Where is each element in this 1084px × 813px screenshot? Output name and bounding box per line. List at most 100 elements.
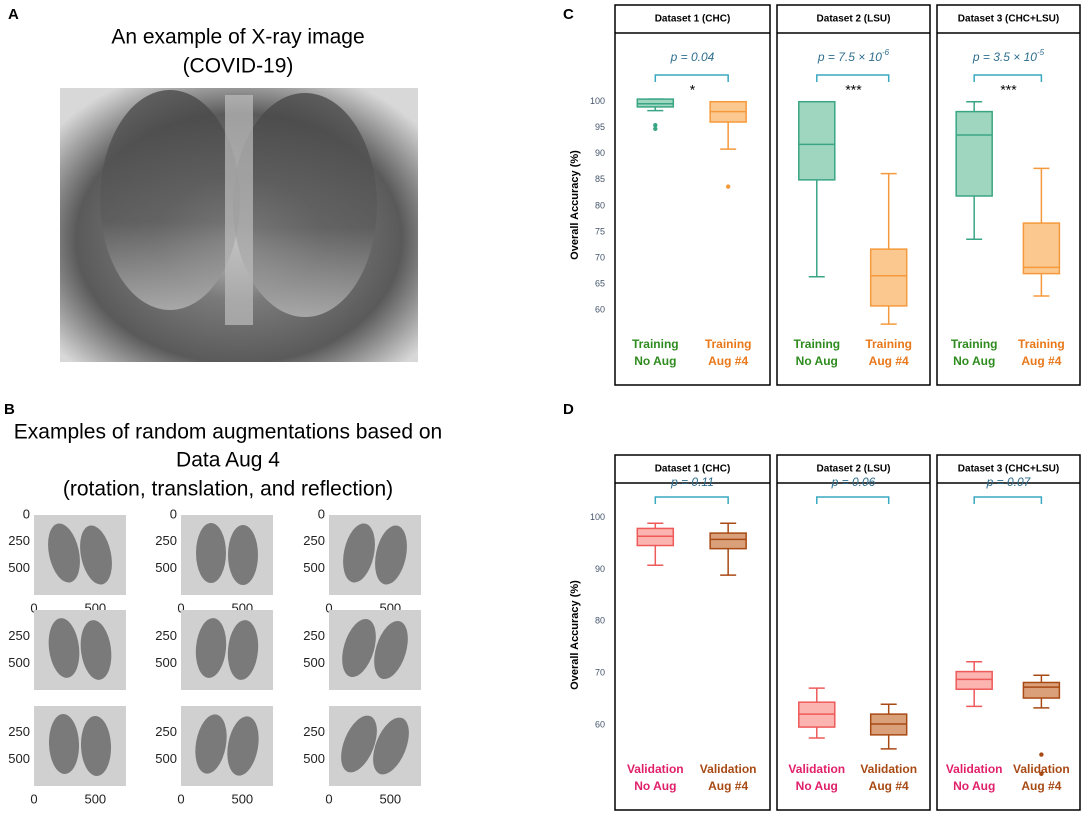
box bbox=[636, 527, 675, 547]
category-label: Validation bbox=[1013, 762, 1070, 776]
y-tick-label: 60 bbox=[595, 719, 605, 729]
y-tick-label: 90 bbox=[595, 148, 605, 158]
category-label: Training bbox=[632, 337, 679, 351]
thumb-x-tick: 500 bbox=[231, 791, 253, 806]
y-tick-label: 75 bbox=[595, 226, 605, 236]
p-value: p = 3.5 × 10-5 bbox=[972, 48, 1045, 64]
category-label: Aug #4 bbox=[1021, 354, 1061, 368]
p-value: p = 0.07 bbox=[986, 475, 1032, 489]
thumb-y-tick: 250 bbox=[303, 724, 325, 739]
p-value: p = 0.06 bbox=[831, 475, 876, 489]
category-label: No Aug bbox=[634, 354, 676, 368]
y-tick-label: 100 bbox=[590, 96, 605, 106]
thumb-y-tick: 500 bbox=[303, 655, 325, 670]
thumbnail-lung bbox=[374, 620, 408, 680]
panel-title: Dataset 2 (LSU) bbox=[817, 14, 891, 25]
outlier bbox=[725, 184, 731, 189]
significance-bracket bbox=[816, 496, 890, 504]
thumb-y-tick: 500 bbox=[155, 751, 177, 766]
box bbox=[869, 248, 908, 307]
thumbnail bbox=[34, 610, 126, 690]
significance-bracket bbox=[973, 496, 1043, 504]
thumbnail-lung bbox=[228, 525, 258, 585]
thumb-y-tick: 500 bbox=[8, 655, 30, 670]
thumbnail-lung bbox=[196, 523, 226, 583]
thumbnail-lung bbox=[48, 714, 80, 774]
significance-bracket bbox=[973, 74, 1043, 82]
thumb-y-tick: 500 bbox=[303, 751, 325, 766]
thumbnail bbox=[181, 515, 273, 595]
panel-title: Examples of random augmentations based o… bbox=[14, 421, 442, 444]
panel-title: An example of X-ray image bbox=[111, 26, 364, 49]
y-axis-label: Overall Accuracy (%) bbox=[569, 150, 581, 260]
significance-bracket bbox=[654, 496, 729, 504]
panel-title: (rotation, translation, and reflection) bbox=[63, 478, 393, 501]
p-value: p = 7.5 × 10-6 bbox=[817, 48, 890, 64]
p-value-text: p = 0.07 bbox=[986, 475, 1032, 489]
panel-frame bbox=[776, 4, 931, 386]
y-tick-label: 70 bbox=[595, 252, 605, 262]
thumb-y-tick: 500 bbox=[155, 560, 177, 575]
category-label: Validation bbox=[700, 762, 757, 776]
p-value-text: p = 0.06 bbox=[831, 475, 876, 489]
thumb-y-tick: 0 bbox=[318, 506, 325, 521]
y-tick-label: 80 bbox=[595, 200, 605, 210]
xray-image bbox=[60, 88, 418, 362]
y-tick-label: 85 bbox=[595, 174, 605, 184]
p-value: p = 0.04 bbox=[670, 50, 715, 64]
thumb-x-tick: 0 bbox=[177, 600, 184, 615]
thumbnail bbox=[329, 610, 421, 690]
box bbox=[1022, 681, 1061, 699]
thumbnail-lung bbox=[227, 716, 259, 776]
y-tick-label: 60 bbox=[595, 304, 605, 314]
panel-label: C bbox=[563, 6, 574, 23]
y-tick-label: 70 bbox=[595, 668, 605, 678]
thumbnail-lung bbox=[80, 525, 112, 585]
y-tick-label: 80 bbox=[595, 616, 605, 626]
significance: *** bbox=[845, 82, 862, 98]
thumb-y-tick: 250 bbox=[303, 628, 325, 643]
category-label: Aug #4 bbox=[869, 779, 909, 793]
box bbox=[636, 98, 675, 108]
thumbnail-lung bbox=[375, 525, 407, 585]
thumb-x-tick: 0 bbox=[325, 791, 332, 806]
y-tick-label: 90 bbox=[595, 564, 605, 574]
panel-title: Dataset 1 (CHC) bbox=[655, 14, 731, 25]
thumb-y-tick: 250 bbox=[155, 724, 177, 739]
panel-label: B bbox=[4, 401, 15, 418]
panel-title: Data Aug 4 bbox=[176, 449, 280, 472]
thumbnail-lung bbox=[48, 523, 80, 583]
p-value-text: p = 0.11 bbox=[670, 475, 714, 489]
y-tick-label: 95 bbox=[595, 122, 605, 132]
thumb-x-tick: 500 bbox=[379, 791, 401, 806]
thumb-y-tick: 0 bbox=[23, 506, 30, 521]
panel-frame bbox=[936, 454, 1081, 811]
y-tick-label: 65 bbox=[595, 278, 605, 288]
thumb-y-tick: 500 bbox=[303, 560, 325, 575]
box bbox=[1022, 222, 1061, 275]
thumbnail bbox=[181, 610, 273, 690]
panel-title: Dataset 3 (CHC+LSU) bbox=[958, 14, 1059, 25]
category-label: Training bbox=[1018, 337, 1065, 351]
thumbnail bbox=[34, 706, 126, 786]
category-label: No Aug bbox=[953, 354, 995, 368]
thumb-y-tick: 250 bbox=[303, 533, 325, 548]
y-axis-label: Overall Accuracy (%) bbox=[569, 580, 581, 690]
panel-frame bbox=[614, 4, 771, 386]
panel-frame bbox=[614, 454, 771, 811]
y-tick-label: 100 bbox=[590, 512, 605, 522]
panel-frame bbox=[936, 4, 1081, 386]
significance: *** bbox=[1000, 82, 1017, 98]
thumbnail-lung bbox=[195, 618, 227, 678]
category-label: Training bbox=[951, 337, 998, 351]
category-label: Training bbox=[865, 337, 912, 351]
category-label: No Aug bbox=[796, 779, 838, 793]
category-label: Validation bbox=[860, 762, 917, 776]
p-value-text: p = 7.5 × 10 bbox=[817, 50, 882, 64]
thumb-y-tick: 250 bbox=[155, 628, 177, 643]
thumbnail bbox=[181, 706, 273, 786]
thumbnail-lung bbox=[343, 523, 375, 583]
significance-bracket bbox=[816, 74, 890, 82]
